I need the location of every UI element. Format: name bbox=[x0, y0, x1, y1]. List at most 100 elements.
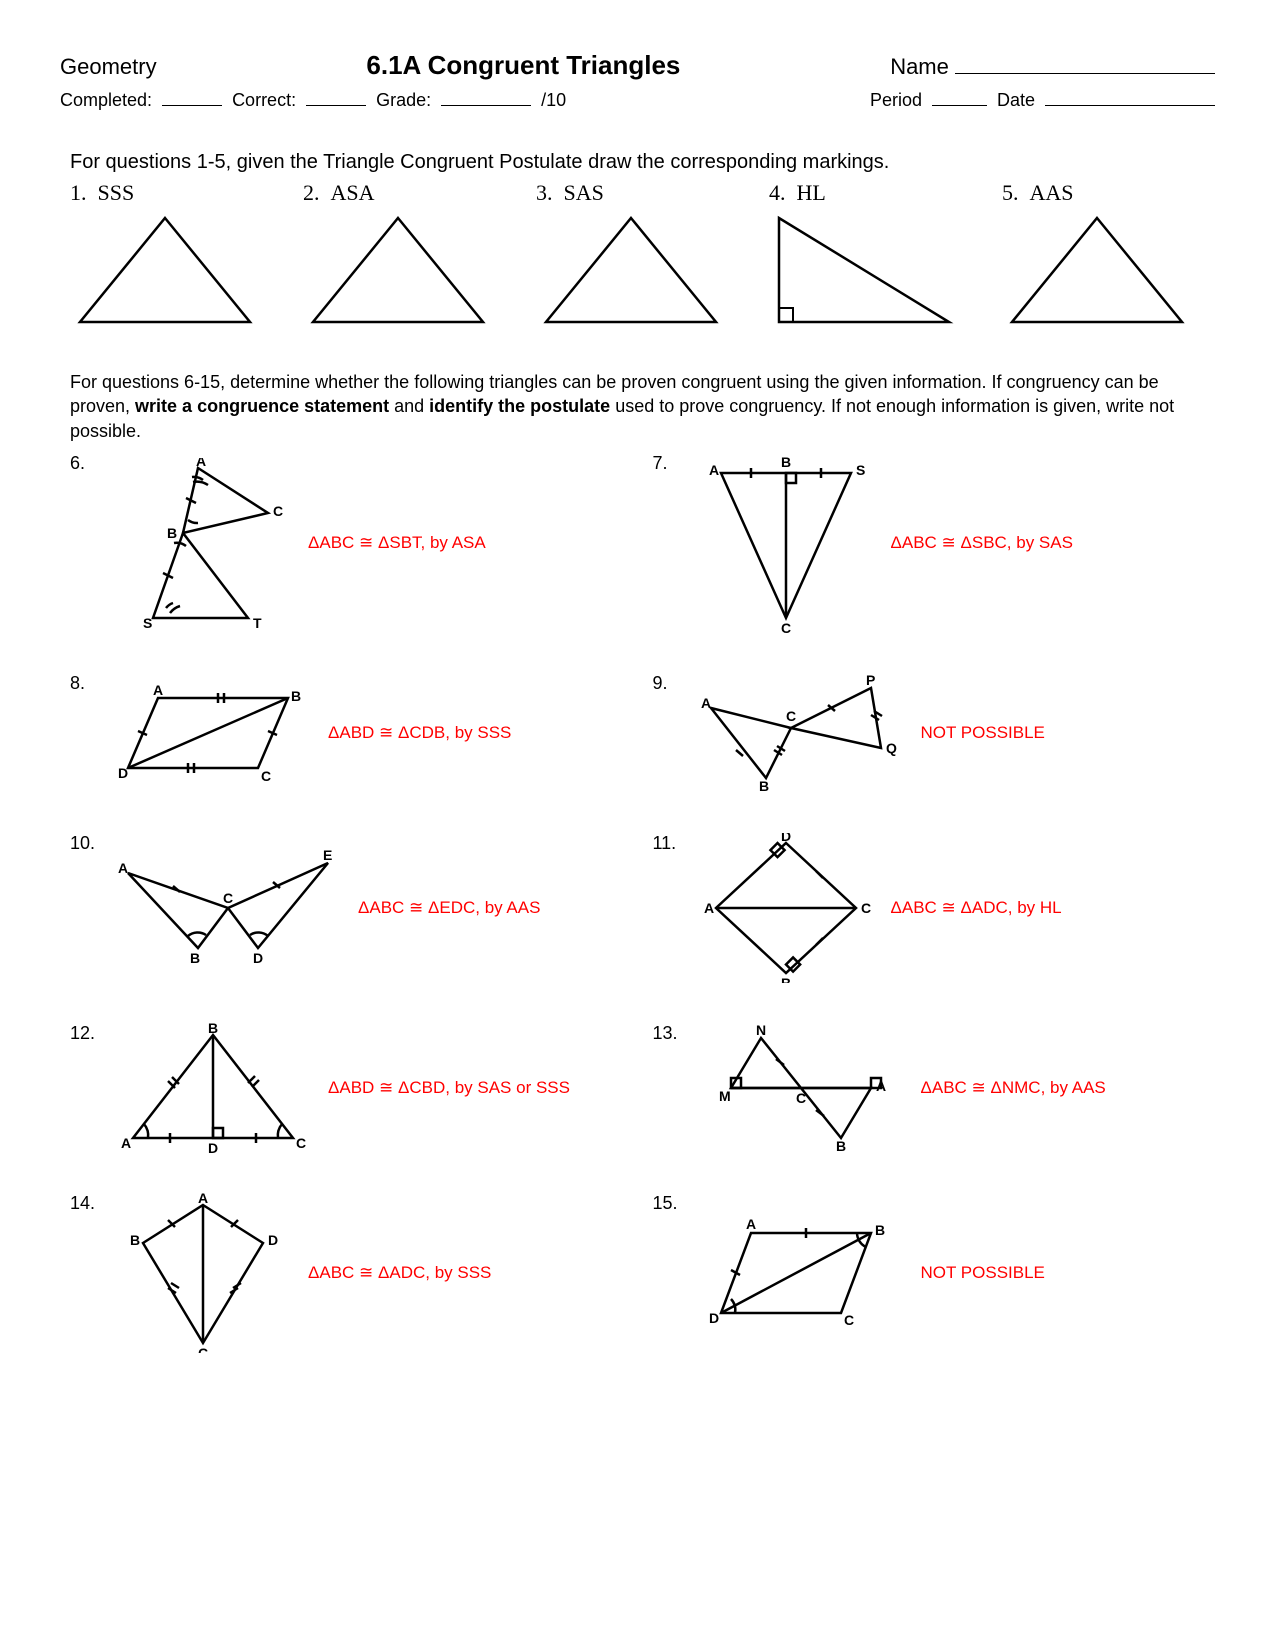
problem-10: 10. A E C B D ΔABC ≅ ΔEDC, by AAS bbox=[70, 833, 623, 983]
q1: 1. SSS bbox=[70, 180, 273, 330]
svg-text:A: A bbox=[704, 900, 714, 916]
svg-text:D: D bbox=[208, 1140, 218, 1153]
header-row: Geometry 6.1A Congruent Triangles Name bbox=[60, 50, 1215, 81]
svg-text:A: A bbox=[196, 458, 206, 469]
svg-text:C: C bbox=[844, 1312, 854, 1328]
svg-text:B: B bbox=[875, 1222, 885, 1238]
answer-15: NOT POSSIBLE bbox=[921, 1263, 1045, 1283]
svg-text:C: C bbox=[261, 768, 271, 783]
svg-text:D: D bbox=[253, 950, 263, 966]
svg-text:A: A bbox=[701, 695, 711, 711]
date-blank[interactable] bbox=[1045, 87, 1215, 106]
svg-text:D: D bbox=[118, 765, 128, 781]
q3-triangle bbox=[536, 210, 726, 330]
diagram-6: A C B S T bbox=[118, 458, 288, 628]
answer-14: ΔABC ≅ ΔADC, by SSS bbox=[308, 1263, 491, 1283]
svg-text:C: C bbox=[796, 1090, 806, 1106]
svg-text:C: C bbox=[296, 1135, 306, 1151]
problems-grid: 6. A C B S T ΔABC ≅ ΔSBT, by ASA 7. bbox=[70, 453, 1205, 1353]
q5-triangle bbox=[1002, 210, 1192, 330]
correct-blank[interactable] bbox=[306, 87, 366, 106]
diagram-11: D A C B bbox=[701, 833, 871, 983]
grade-denom: /10 bbox=[541, 90, 566, 111]
diagram-7: A B S C bbox=[701, 453, 871, 633]
svg-text:A: A bbox=[118, 860, 128, 876]
svg-text:B: B bbox=[759, 778, 769, 793]
period-label: Period bbox=[870, 90, 922, 111]
problem-15: 15. A B D C NOT POSSIBLE bbox=[653, 1193, 1206, 1353]
completed-blank[interactable] bbox=[162, 87, 222, 106]
answer-13: ΔABC ≅ ΔNMC, by AAS bbox=[921, 1078, 1106, 1098]
svg-text:C: C bbox=[781, 620, 791, 633]
svg-text:B: B bbox=[836, 1138, 846, 1153]
svg-text:C: C bbox=[198, 1345, 208, 1353]
svg-text:A: A bbox=[121, 1135, 131, 1151]
svg-text:C: C bbox=[273, 503, 283, 519]
problem-6: 6. A C B S T ΔABC ≅ ΔSBT, by ASA bbox=[70, 453, 623, 633]
section2-instructions: For questions 6-15, determine whether th… bbox=[70, 370, 1205, 443]
svg-text:M: M bbox=[719, 1088, 731, 1104]
diagram-14: A B D C bbox=[118, 1193, 288, 1353]
svg-text:C: C bbox=[786, 708, 796, 724]
problem-13: 13. N M C A B ΔABC ≅ ΔNMC, by AAS bbox=[653, 1023, 1206, 1153]
answer-10: ΔABC ≅ ΔEDC, by AAS bbox=[358, 898, 540, 918]
diagram-8: A B D C bbox=[118, 683, 308, 783]
q1-triangle bbox=[70, 210, 260, 330]
diagram-10: A E C B D bbox=[118, 848, 338, 968]
svg-text:B: B bbox=[781, 454, 791, 470]
svg-text:S: S bbox=[143, 615, 152, 628]
q2: 2. ASA bbox=[303, 180, 506, 330]
problem-11: 11. D A C B ΔABC ≅ ΔADC, by HL bbox=[653, 833, 1206, 983]
svg-text:Q: Q bbox=[886, 740, 897, 756]
svg-text:D: D bbox=[709, 1310, 719, 1326]
svg-text:C: C bbox=[861, 900, 871, 916]
svg-text:B: B bbox=[208, 1023, 218, 1036]
answer-7: ΔABC ≅ ΔSBC, by SAS bbox=[891, 533, 1073, 553]
svg-text:A: A bbox=[709, 462, 719, 478]
period-blank[interactable] bbox=[932, 87, 987, 106]
problem-7: 7. A B S C ΔABC ≅ ΔSBC, by SAS bbox=[653, 453, 1206, 633]
svg-text:A: A bbox=[153, 683, 163, 698]
svg-text:B: B bbox=[167, 525, 177, 541]
svg-text:B: B bbox=[781, 975, 791, 983]
page-title: 6.1A Congruent Triangles bbox=[177, 50, 871, 81]
diagram-13: N M C A B bbox=[701, 1023, 901, 1153]
svg-text:P: P bbox=[866, 673, 875, 688]
completed-label: Completed: bbox=[60, 90, 152, 111]
svg-text:C: C bbox=[223, 890, 233, 906]
name-field: Name bbox=[890, 51, 1215, 80]
svg-text:A: A bbox=[876, 1078, 886, 1094]
svg-text:A: A bbox=[198, 1193, 208, 1206]
answer-8: ΔABD ≅ ΔCDB, by SSS bbox=[328, 723, 511, 743]
diagram-9: A C P Q B bbox=[701, 673, 901, 793]
svg-text:D: D bbox=[268, 1232, 278, 1248]
q1-5-row: 1. SSS 2. ASA 3. SAS 4. HL 5. AAS bbox=[70, 180, 1205, 330]
diagram-12: B A D C bbox=[118, 1023, 308, 1153]
svg-text:A: A bbox=[746, 1216, 756, 1232]
q4: 4. HL bbox=[769, 180, 972, 330]
problem-14: 14. A B D C ΔABC ≅ ΔADC, by SSS bbox=[70, 1193, 623, 1353]
svg-text:B: B bbox=[190, 950, 200, 966]
sub-header-row: Completed: Correct: Grade: /10 Period Da… bbox=[60, 87, 1215, 111]
svg-text:N: N bbox=[756, 1023, 766, 1038]
answer-9: NOT POSSIBLE bbox=[921, 723, 1045, 743]
svg-text:B: B bbox=[291, 688, 301, 704]
problem-8: 8. A B D C ΔABD ≅ ΔCDB, by SSS bbox=[70, 673, 623, 793]
svg-text:D: D bbox=[781, 833, 791, 844]
q2-triangle bbox=[303, 210, 493, 330]
q5: 5. AAS bbox=[1002, 180, 1205, 330]
grade-label: Grade: bbox=[376, 90, 431, 111]
section1-instructions: For questions 1-5, given the Triangle Co… bbox=[70, 151, 1205, 174]
grade-blank[interactable] bbox=[441, 87, 531, 106]
problem-9: 9. A C P Q B NOT POSSIBLE bbox=[653, 673, 1206, 793]
svg-text:S: S bbox=[856, 462, 865, 478]
q3: 3. SAS bbox=[536, 180, 739, 330]
correct-label: Correct: bbox=[232, 90, 296, 111]
problem-12: 12. B A D C ΔABD ≅ ΔCBD, by SAS or SSS bbox=[70, 1023, 623, 1153]
answer-12: ΔABD ≅ ΔCBD, by SAS or SSS bbox=[328, 1078, 570, 1098]
subject-label: Geometry bbox=[60, 54, 157, 80]
svg-text:B: B bbox=[130, 1232, 140, 1248]
date-label: Date bbox=[997, 90, 1035, 111]
answer-6: ΔABC ≅ ΔSBT, by ASA bbox=[308, 533, 486, 553]
name-blank[interactable] bbox=[955, 51, 1215, 74]
